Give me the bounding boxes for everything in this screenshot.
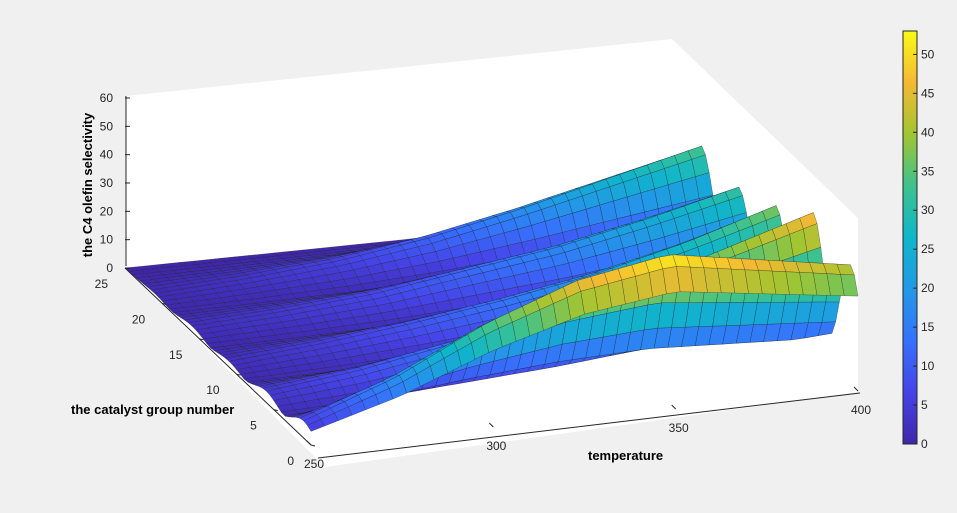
y-tick-mark <box>199 338 204 341</box>
y-tick-mark <box>310 444 316 447</box>
z-tick-label: 0 <box>106 261 113 275</box>
z-axis-label: the C4 olefin selectivity <box>80 112 95 257</box>
x-tick-mark <box>853 386 859 392</box>
x-tick-mark <box>306 440 312 446</box>
y-tick-label: 20 <box>132 312 146 326</box>
colorbar-gradient <box>902 30 918 445</box>
x-tick-label: 350 <box>669 421 689 435</box>
y-axis-label: the catalyst group number <box>71 402 234 417</box>
colorbar-tick-label: 30 <box>921 203 935 217</box>
y-tick-label: 10 <box>206 383 220 397</box>
colorbar-tick-label: 0 <box>921 437 928 451</box>
y-tick-mark <box>162 302 167 305</box>
x-tick-label: 250 <box>304 457 324 471</box>
y-tick-label: 25 <box>95 277 109 291</box>
colorbar-tick-label: 45 <box>921 86 935 100</box>
surface-mesh <box>124 145 859 432</box>
y-tick-label: 15 <box>169 348 183 362</box>
x-axis-line <box>317 392 861 459</box>
colorbar-tick-label: 40 <box>921 125 935 139</box>
colorbar: 0 5 10 15 20 25 30 35 40 45 50 <box>902 30 935 451</box>
x-tick-label: 400 <box>851 403 871 417</box>
z-tick-label: 40 <box>100 148 114 162</box>
colorbar-tick-label: 10 <box>921 359 935 373</box>
y-axis-line <box>124 267 312 446</box>
y-tick-mark <box>124 267 130 270</box>
colorbar-tick-label: 15 <box>921 320 935 334</box>
x-tick-mark <box>671 404 677 410</box>
axis-ticks: 0 10 20 30 40 50 60 0 5 10 15 20 25 250 300 350 400 <box>95 91 872 471</box>
surface-patch <box>840 274 859 297</box>
z-tick-label: 20 <box>100 204 114 218</box>
y-tick-label: 0 <box>287 454 294 468</box>
colorbar-tick-label: 25 <box>921 242 935 256</box>
axes-lines <box>124 96 861 459</box>
z-tick-label: 30 <box>100 176 114 190</box>
z-tick-label: 60 <box>100 91 114 105</box>
x-tick-label: 300 <box>486 439 506 453</box>
z-tick-label: 10 <box>100 233 114 247</box>
y-tick-mark <box>273 409 278 412</box>
y-tick-mark <box>236 373 241 376</box>
x-tick-mark <box>488 422 494 428</box>
x-axis-label: temperature <box>588 448 663 463</box>
colorbar-tick-label: 20 <box>921 281 935 295</box>
z-tick-label: 50 <box>100 119 114 133</box>
colorbar-tick-label: 35 <box>921 164 935 178</box>
y-tick-label: 5 <box>250 419 257 433</box>
colorbar-tick-label: 50 <box>921 47 935 61</box>
colorbar-tick-label: 5 <box>921 398 928 412</box>
